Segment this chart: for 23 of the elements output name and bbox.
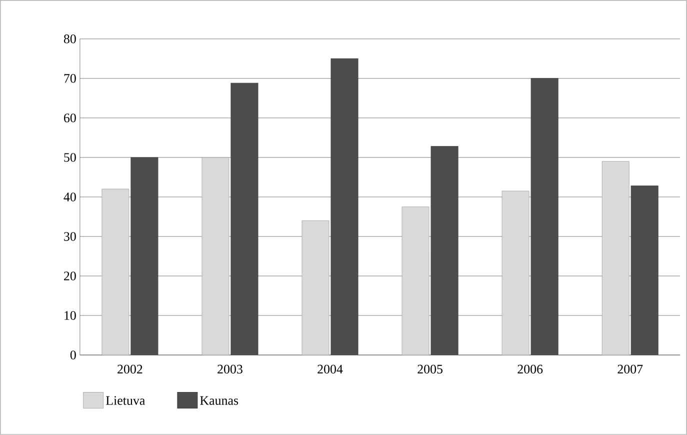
y-tick-label: 20 bbox=[64, 272, 76, 280]
y-tick-label: 10 bbox=[64, 311, 76, 320]
y-tick-label: 60 bbox=[64, 114, 76, 122]
bar bbox=[402, 206, 430, 356]
y-tick-label: 80 bbox=[64, 34, 76, 44]
x-tick-label: 2005 bbox=[418, 364, 442, 374]
y-tick-label: 50 bbox=[64, 153, 76, 162]
bar bbox=[502, 190, 530, 356]
y-tick-label: 40 bbox=[64, 192, 76, 202]
y-tick-label: 30 bbox=[64, 232, 76, 241]
y-tick-label: 70 bbox=[64, 74, 76, 83]
x-tick-label: 2007 bbox=[618, 364, 643, 374]
bar bbox=[202, 157, 230, 356]
legend-label: Lietuva bbox=[106, 396, 146, 405]
x-tick-label: 2004 bbox=[318, 364, 343, 374]
bar bbox=[302, 220, 330, 356]
x-tick-label: 2002 bbox=[118, 364, 142, 374]
y-tick-label: 0 bbox=[70, 350, 76, 360]
x-tick-label: 2003 bbox=[218, 364, 242, 374]
legend-label: Kaunas bbox=[200, 396, 238, 405]
bar bbox=[602, 161, 630, 356]
bar bbox=[102, 188, 130, 356]
x-tick-label: 2006 bbox=[518, 364, 543, 374]
